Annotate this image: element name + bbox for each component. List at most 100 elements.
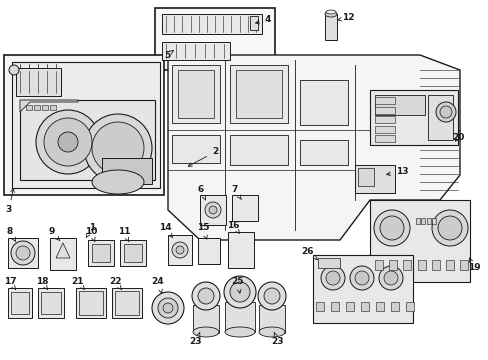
Bar [229,65,287,123]
Text: 16: 16 [226,220,239,233]
Circle shape [163,303,173,313]
Bar [42,105,48,110]
Bar [38,288,64,318]
Circle shape [44,118,92,166]
Text: 9: 9 [49,228,60,241]
Bar [330,302,338,311]
Bar [299,80,347,125]
Circle shape [354,271,368,285]
Text: 22: 22 [108,278,122,289]
Text: 24: 24 [151,278,164,293]
Bar [388,260,396,270]
Polygon shape [12,62,160,188]
Text: 20: 20 [451,134,463,143]
Bar [459,260,467,270]
Bar [115,291,139,315]
Circle shape [158,298,178,318]
Bar [112,288,142,318]
Bar [224,302,254,332]
Bar [360,302,368,311]
Circle shape [11,241,35,265]
Text: 6: 6 [198,185,205,200]
Bar [155,8,274,70]
Text: 3: 3 [6,189,14,215]
Text: 4: 4 [255,15,271,24]
Bar [120,240,146,266]
Bar [354,165,394,193]
Bar [374,135,394,142]
Bar [346,302,353,311]
Bar [124,244,142,262]
Text: 11: 11 [118,228,130,242]
Circle shape [435,102,455,122]
Bar [8,288,32,318]
Bar [421,218,425,224]
Circle shape [16,246,30,260]
Bar [431,260,439,270]
Circle shape [224,276,256,308]
Bar [168,235,192,265]
Circle shape [152,292,183,324]
Bar [88,240,114,266]
Bar [315,302,324,311]
Polygon shape [20,100,78,112]
Bar [231,195,258,221]
Bar [374,126,394,132]
Bar [92,244,110,262]
Bar [172,65,220,123]
Bar [417,260,425,270]
Circle shape [437,216,461,240]
Circle shape [439,106,451,118]
Text: 8: 8 [7,228,16,242]
Bar [325,14,336,40]
Bar [374,97,394,104]
Bar [4,55,163,195]
Bar [162,42,229,60]
Text: 23: 23 [271,332,284,346]
Text: 5: 5 [163,50,173,59]
Bar [227,232,253,268]
Bar [41,292,61,314]
Ellipse shape [259,327,285,337]
Circle shape [264,288,280,304]
Circle shape [258,282,285,310]
Text: 17: 17 [4,278,16,289]
Ellipse shape [92,170,143,194]
Circle shape [208,206,217,214]
Text: 1: 1 [86,224,95,238]
Bar [229,135,287,165]
Text: 21: 21 [72,278,84,289]
Bar [79,291,103,315]
Bar [102,158,152,184]
Circle shape [320,266,345,290]
Circle shape [58,132,78,152]
Bar [405,302,413,311]
Bar [403,260,410,270]
Circle shape [379,216,403,240]
Circle shape [172,242,187,258]
Ellipse shape [325,10,335,14]
Text: 2: 2 [188,148,218,166]
Bar [8,238,38,268]
Bar [369,200,469,282]
Circle shape [373,210,409,246]
Bar [426,218,430,224]
Text: 25: 25 [231,278,244,293]
Ellipse shape [193,327,219,337]
Circle shape [204,202,221,218]
Circle shape [9,65,19,75]
Bar [374,107,394,113]
Circle shape [84,114,152,182]
Circle shape [383,271,397,285]
Bar [445,260,453,270]
Bar [317,258,339,268]
Bar [178,70,214,118]
Polygon shape [56,243,70,258]
Circle shape [198,288,214,304]
Bar [249,16,258,30]
Bar [172,135,220,163]
Bar [11,292,29,314]
Circle shape [36,110,100,174]
Bar [50,238,76,270]
Bar [200,195,225,225]
